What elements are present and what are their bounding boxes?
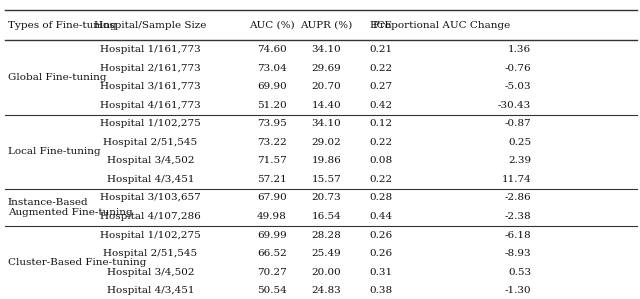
Text: 0.53: 0.53 [508, 268, 531, 277]
Text: Hospital 2/161,773: Hospital 2/161,773 [100, 64, 201, 73]
Text: 1.36: 1.36 [508, 45, 531, 54]
Text: 0.21: 0.21 [369, 45, 392, 54]
Text: Hospital 3/4,502: Hospital 3/4,502 [107, 268, 194, 277]
Text: Hospital 3/4,502: Hospital 3/4,502 [107, 156, 194, 165]
Text: 0.12: 0.12 [369, 119, 392, 128]
Text: 20.70: 20.70 [312, 82, 341, 91]
Text: 57.21: 57.21 [257, 175, 287, 184]
Text: Hospital 2/51,545: Hospital 2/51,545 [103, 138, 198, 147]
Text: 20.00: 20.00 [312, 268, 341, 277]
Text: Hospital 1/102,275: Hospital 1/102,275 [100, 119, 201, 128]
Text: 0.22: 0.22 [369, 64, 392, 73]
Text: 69.99: 69.99 [257, 231, 287, 239]
Text: -1.30: -1.30 [504, 286, 531, 295]
Text: 51.20: 51.20 [257, 101, 287, 110]
Text: 0.38: 0.38 [369, 286, 392, 295]
Text: 29.69: 29.69 [312, 64, 341, 73]
Text: 0.25: 0.25 [508, 138, 531, 147]
Text: 0.26: 0.26 [369, 249, 392, 258]
Text: -2.38: -2.38 [504, 212, 531, 221]
Text: Hospital 2/51,545: Hospital 2/51,545 [103, 249, 198, 258]
Text: 25.49: 25.49 [312, 249, 341, 258]
Text: -8.93: -8.93 [504, 249, 531, 258]
Text: -6.18: -6.18 [504, 231, 531, 239]
Text: Types of Fine-tuning: Types of Fine-tuning [8, 21, 116, 30]
Text: Instance-Based
Augmented Fine-tuning: Instance-Based Augmented Fine-tuning [8, 198, 132, 217]
Text: 0.44: 0.44 [369, 212, 392, 221]
Text: 0.27: 0.27 [369, 82, 392, 91]
Text: -0.76: -0.76 [504, 64, 531, 73]
Text: Local Fine-tuning: Local Fine-tuning [8, 147, 100, 156]
Text: 74.60: 74.60 [257, 45, 287, 54]
Text: 69.90: 69.90 [257, 82, 287, 91]
Text: 70.27: 70.27 [257, 268, 287, 277]
Text: Hospital 4/3,451: Hospital 4/3,451 [107, 286, 194, 295]
Text: 67.90: 67.90 [257, 193, 287, 202]
Text: -30.43: -30.43 [498, 101, 531, 110]
Text: 0.26: 0.26 [369, 231, 392, 239]
Text: 73.95: 73.95 [257, 119, 287, 128]
Text: 14.40: 14.40 [312, 101, 341, 110]
Text: 0.31: 0.31 [369, 268, 392, 277]
Text: 34.10: 34.10 [312, 119, 341, 128]
Text: Hospital 3/161,773: Hospital 3/161,773 [100, 82, 201, 91]
Text: 0.08: 0.08 [369, 156, 392, 165]
Text: 24.83: 24.83 [312, 286, 341, 295]
Text: 0.28: 0.28 [369, 193, 392, 202]
Text: Hospital 4/3,451: Hospital 4/3,451 [107, 175, 194, 184]
Text: 11.74: 11.74 [502, 175, 531, 184]
Text: 28.28: 28.28 [312, 231, 341, 239]
Text: Global Fine-tuning: Global Fine-tuning [8, 73, 106, 82]
Text: 0.22: 0.22 [369, 138, 392, 147]
Text: AUC (%): AUC (%) [249, 21, 295, 30]
Text: 50.54: 50.54 [257, 286, 287, 295]
Text: Hospital 4/107,286: Hospital 4/107,286 [100, 212, 201, 221]
Text: Cluster-Based Fine-tuning: Cluster-Based Fine-tuning [8, 258, 146, 267]
Text: 73.22: 73.22 [257, 138, 287, 147]
Text: 49.98: 49.98 [257, 212, 287, 221]
Text: 19.86: 19.86 [312, 156, 341, 165]
Text: 20.73: 20.73 [312, 193, 341, 202]
Text: ECE: ECE [369, 21, 392, 30]
Text: -0.87: -0.87 [504, 119, 531, 128]
Text: Hospital/Sample Size: Hospital/Sample Size [94, 21, 207, 30]
Text: 71.57: 71.57 [257, 156, 287, 165]
Text: Hospital 1/102,275: Hospital 1/102,275 [100, 231, 201, 239]
Text: -2.86: -2.86 [504, 193, 531, 202]
Text: Hospital 1/161,773: Hospital 1/161,773 [100, 45, 201, 54]
Text: 15.57: 15.57 [312, 175, 341, 184]
Text: 29.02: 29.02 [312, 138, 341, 147]
Text: 16.54: 16.54 [312, 212, 341, 221]
Text: 0.22: 0.22 [369, 175, 392, 184]
Text: -5.03: -5.03 [504, 82, 531, 91]
Text: 73.04: 73.04 [257, 64, 287, 73]
Text: 66.52: 66.52 [257, 249, 287, 258]
Text: 34.10: 34.10 [312, 45, 341, 54]
Text: Hospital 4/161,773: Hospital 4/161,773 [100, 101, 201, 110]
Text: Proportional AUC Change: Proportional AUC Change [373, 21, 510, 30]
Text: 0.42: 0.42 [369, 101, 392, 110]
Text: AUPR (%): AUPR (%) [300, 21, 353, 30]
Text: Hospital 3/103,657: Hospital 3/103,657 [100, 193, 201, 202]
Text: 2.39: 2.39 [508, 156, 531, 165]
